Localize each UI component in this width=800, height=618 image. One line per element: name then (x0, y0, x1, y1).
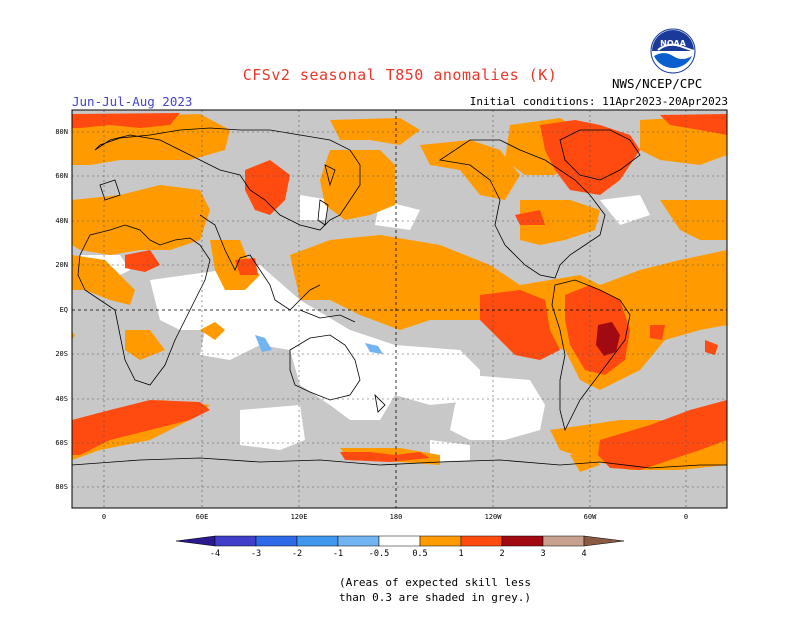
map-field (72, 110, 727, 508)
equator-dateline (72, 110, 727, 508)
lon-label-60e: 60E (195, 513, 209, 521)
lon-label-0: 0 (101, 513, 107, 521)
lat-label-60s: 60S (55, 439, 68, 447)
lon-label-120w: 120W (484, 513, 502, 521)
colorbar-neg1-neg0.5 (337, 535, 380, 547)
lat-label-20s: 20S (55, 350, 68, 358)
colorbar-below-neg4 (175, 535, 216, 547)
colorbar-neutral (378, 535, 421, 547)
lon-label-180: 180 (389, 513, 403, 521)
lat-label-80n: 80N (55, 128, 68, 136)
colorbar-label-neg0.5: -0.5 (368, 549, 390, 559)
colorbar-label-3: 3 (540, 549, 546, 559)
colorbar-1-2 (460, 535, 503, 547)
lon-label-60w: 60W (583, 513, 597, 521)
anomaly-neg1-neg0.5-regions (255, 335, 383, 354)
map-title: CFSv2 seasonal T850 anomalies (K) (242, 66, 558, 84)
anomaly-2-3-regions (596, 322, 620, 356)
lat-label-40n: 40N (55, 217, 68, 225)
colorbar-2-3 (501, 535, 544, 547)
graticule (72, 110, 727, 508)
map-frame (71, 109, 728, 509)
lat-label-20n: 20N (55, 261, 68, 269)
colorbar-label-neg2: -2 (291, 549, 303, 559)
coastlines (72, 127, 727, 469)
colorbar-label-1: 1 (458, 549, 464, 559)
colorbar-label-0.5: 0.5 (412, 549, 428, 559)
colorbar-3-4 (542, 535, 585, 547)
lat-label-40s: 40S (55, 395, 68, 403)
colorbar-neg4-neg3 (214, 535, 257, 547)
colorbar-neg2-neg1 (296, 535, 339, 547)
neutral-anomaly-regions (80, 195, 650, 462)
colorbar-label-2: 2 (499, 549, 505, 559)
colorbar-label-neg4: -4 (209, 549, 221, 559)
colorbar-label-4: 4 (581, 549, 587, 559)
noaa-logo-icon: NOAA (650, 28, 696, 74)
initial-conditions-label: Initial conditions: 11Apr2023-20Apr2023 (469, 95, 728, 108)
lat-label-eq: EQ (59, 306, 68, 314)
skill-note-line2: than 0.3 are shaded in grey.) (338, 591, 532, 604)
colorbar (175, 535, 625, 547)
colorbar-neg3-neg2 (255, 535, 298, 547)
lat-label-60n: 60N (55, 172, 68, 180)
colorbar-label-neg1: -1 (332, 549, 344, 559)
lon-label-120e: 120E (290, 513, 308, 521)
logo-text: NOAA (660, 39, 686, 48)
lat-label-80s: 80S (55, 483, 68, 491)
season-label: Jun-Jul-Aug 2023 (72, 94, 193, 109)
agency-label: NWS/NCEP/CPC (612, 76, 703, 91)
lon-label-0-east: 0 (683, 513, 689, 521)
colorbar-above-4 (583, 535, 625, 547)
colorbar-0.5-1 (419, 535, 462, 547)
skill-note-line1: (Areas of expected skill less (338, 576, 532, 589)
colorbar-label-neg3: -3 (250, 549, 262, 559)
